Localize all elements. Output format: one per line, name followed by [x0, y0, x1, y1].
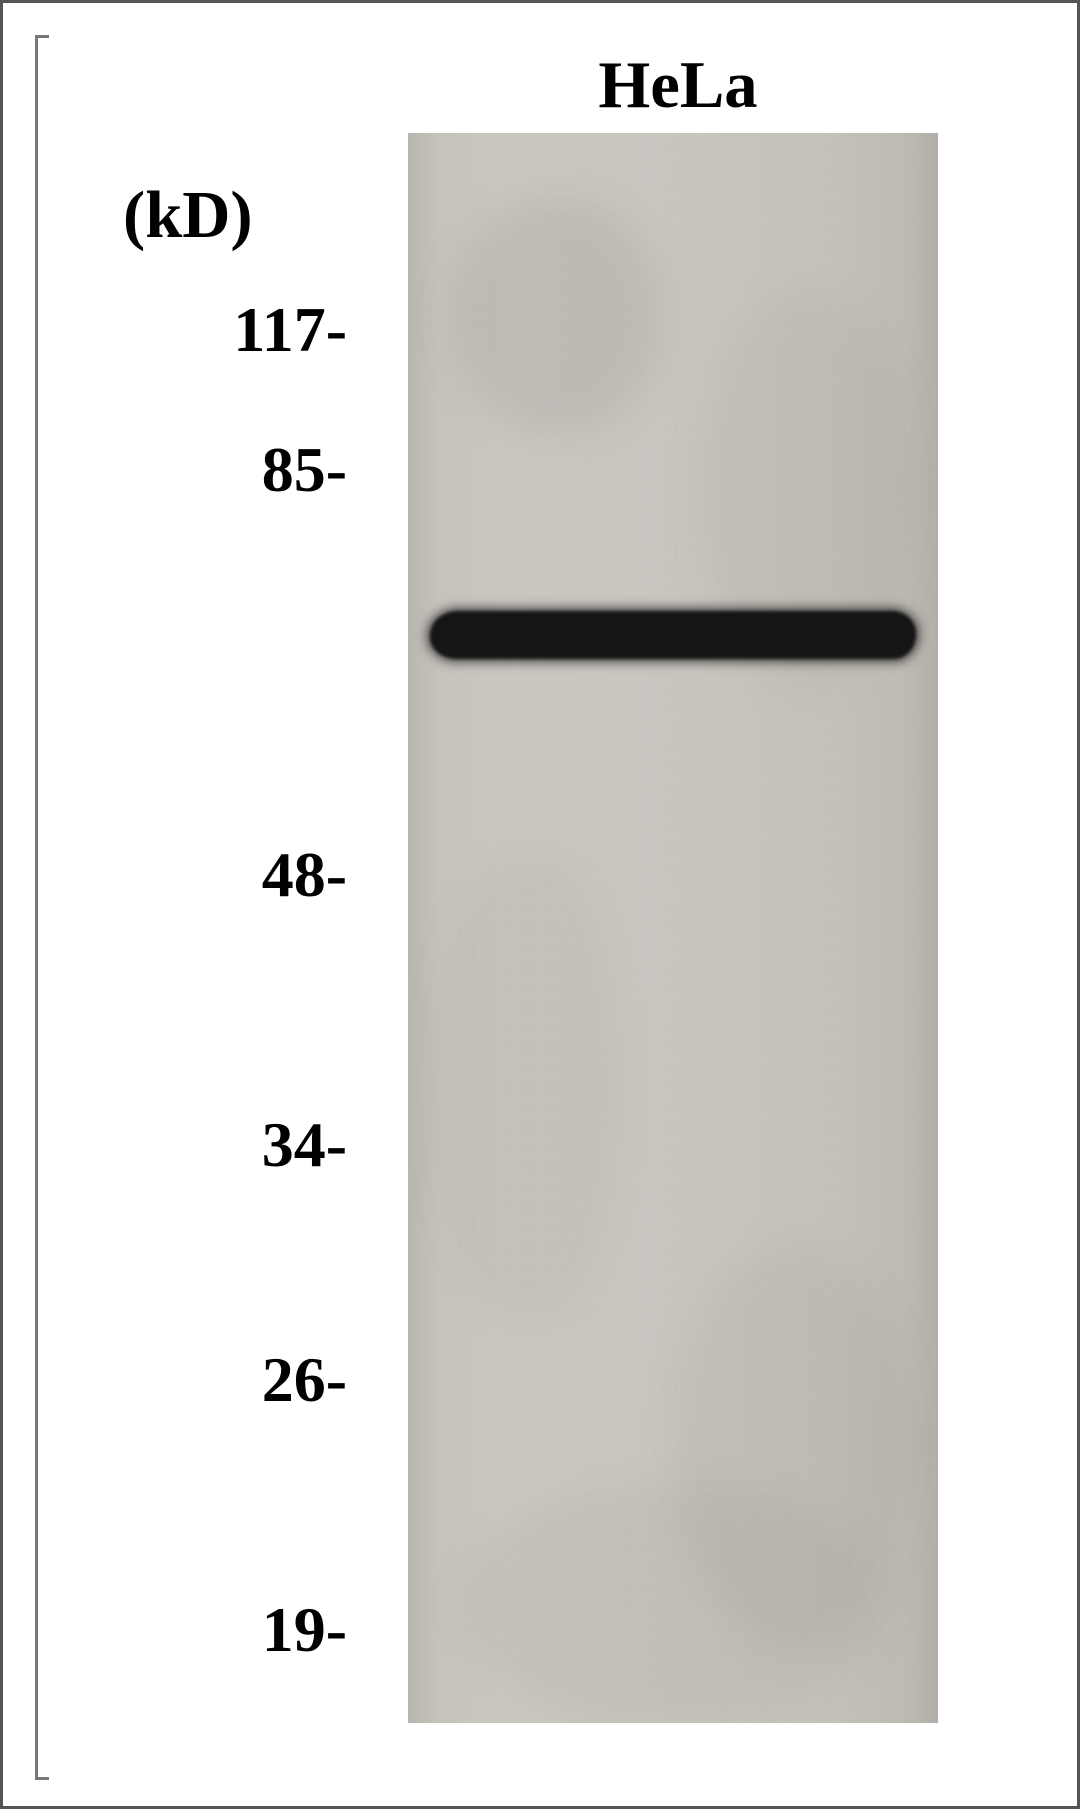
lane-smudge	[435, 849, 621, 1326]
lane-smudge	[461, 1485, 885, 1724]
mw-marker-34: 34-	[262, 1108, 347, 1182]
mw-marker-117: 117-	[233, 293, 347, 367]
blot-lane-hela	[408, 133, 938, 1723]
protein-band	[430, 611, 916, 659]
lane-label-hela: HeLa	[598, 48, 757, 124]
mw-marker-26: 26-	[262, 1343, 347, 1417]
mw-marker-85: 85-	[262, 433, 347, 507]
mw-marker-48: 48-	[262, 838, 347, 912]
board-edge-bracket	[35, 35, 49, 1780]
western-blot-figure: HeLa (kD) 117- 85- 48- 34- 26- 19-	[0, 0, 1080, 1809]
mw-marker-19: 19-	[262, 1593, 347, 1667]
unit-label-kd: (kD)	[123, 178, 253, 254]
lane-smudge	[450, 197, 662, 436]
